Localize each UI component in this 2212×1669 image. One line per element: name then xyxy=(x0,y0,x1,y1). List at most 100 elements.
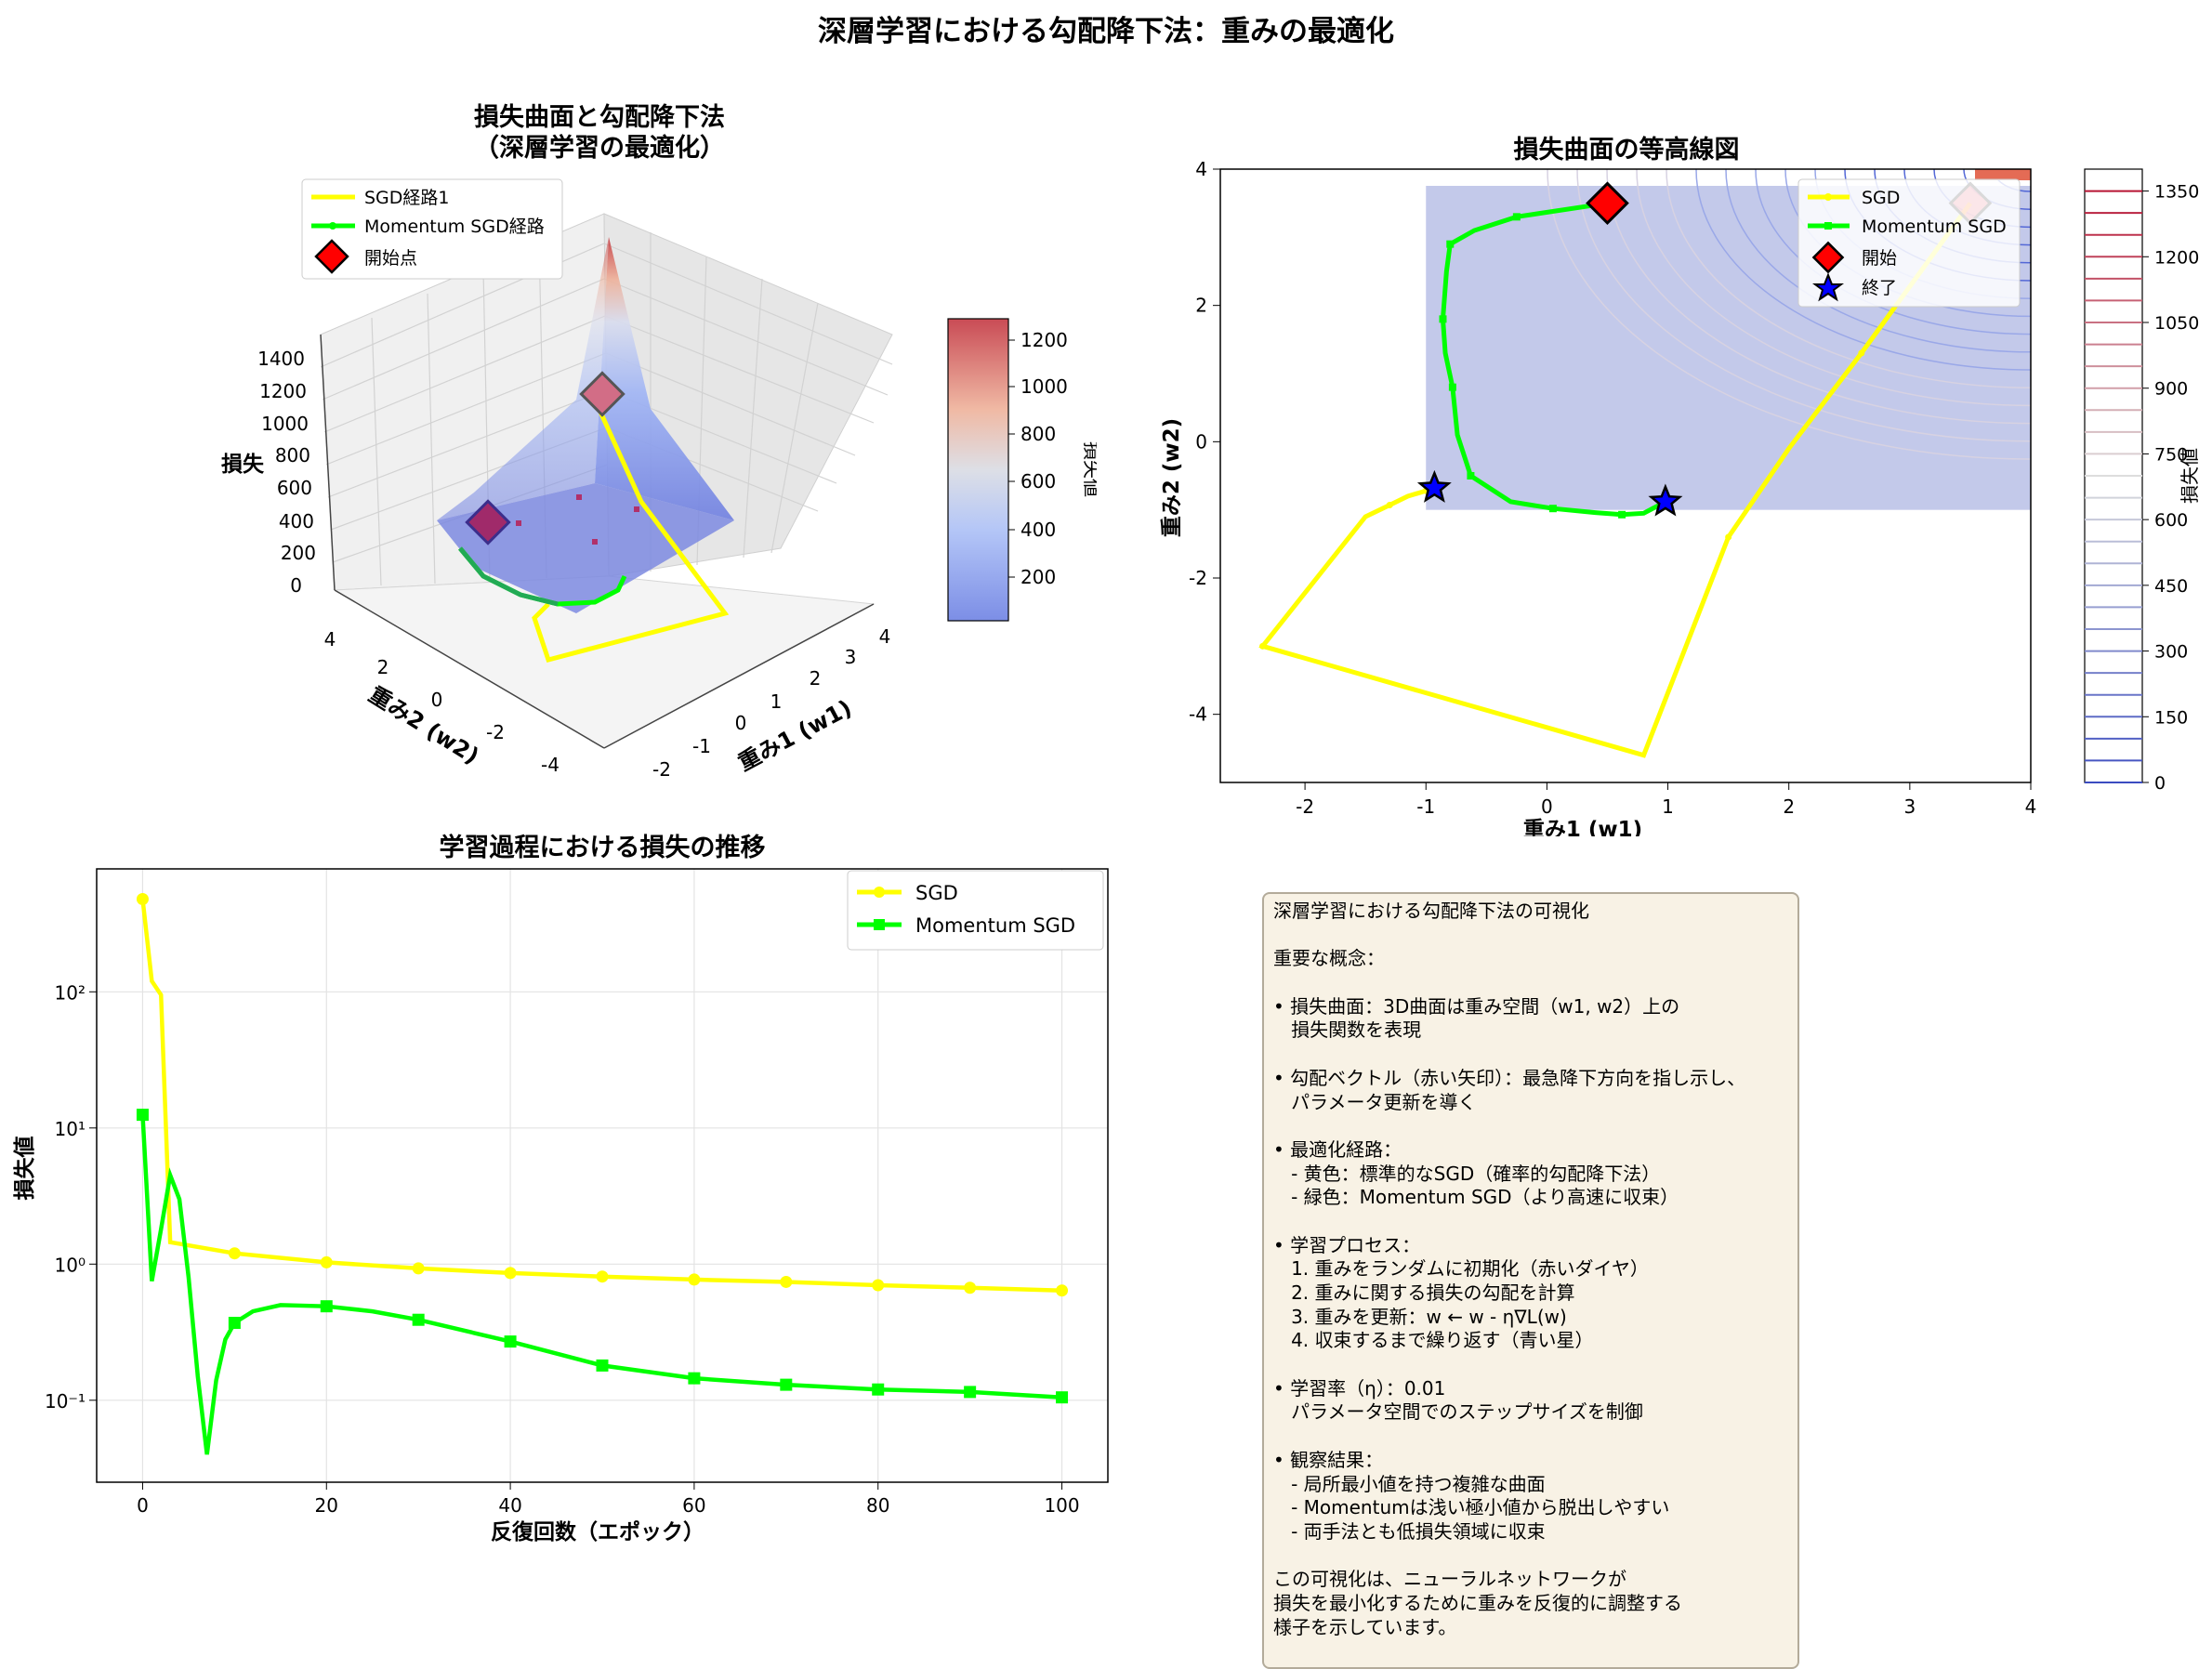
contour-momentum-point xyxy=(1446,240,1455,248)
notes-line: この可視化は、ニューラルネットワークが xyxy=(1273,1568,1626,1591)
legend-item: 開始 xyxy=(1862,248,1897,269)
cbar-tick: 400 xyxy=(1020,519,1056,541)
y-tick: 4 xyxy=(324,628,336,651)
z-axis-line xyxy=(320,334,336,591)
loss-y-tick-label: 10⁻¹ xyxy=(45,1390,86,1413)
surface-sgd-path xyxy=(532,398,730,664)
z-tick: 1200 xyxy=(259,380,307,402)
contour-line xyxy=(1576,168,2032,442)
contour-x-tick-label: 1 xyxy=(1662,795,1674,818)
z-ticks: 1400 1200 1000 800 600 400 200 0 xyxy=(257,348,316,597)
legend-end-swatch xyxy=(1812,272,1844,302)
loss-momentum-point xyxy=(872,1383,885,1396)
notes-line: - Momentumは浅い極小値から脱出しやすい xyxy=(1273,1496,1670,1519)
contour-momentum-point xyxy=(1439,315,1447,323)
loss-sgd-point xyxy=(780,1275,793,1288)
z-tick: 1000 xyxy=(261,413,309,435)
contour-start-marker xyxy=(1586,181,1629,226)
contour-colorbar-tick-label: 0 xyxy=(2154,773,2166,794)
loss-plot-frame xyxy=(96,868,1109,1483)
notes-line: • 学習プロセス： xyxy=(1273,1233,1421,1256)
loss-title: 学習過程における損失の推移 xyxy=(440,833,766,862)
explanation-notes-box: 深層学習における勾配降下法の可視化 重要な概念： • 損失曲面：3D曲面は重み空間（… xyxy=(1262,892,1799,1669)
notes-line: • 勾配ベクトル（赤い矢印）：最急降下方向を指し示し、 xyxy=(1273,1066,1746,1089)
contour-momentum-point xyxy=(1618,510,1626,519)
loss-y-tick-label: 10² xyxy=(55,981,86,1004)
loss-momentum-point xyxy=(320,1300,333,1313)
contour-x-tick-label: -2 xyxy=(1296,795,1314,818)
x-tick: 1 xyxy=(770,690,783,713)
notes-line xyxy=(1273,971,1788,995)
loss-surface-base xyxy=(437,483,734,613)
loss-surface-left xyxy=(437,237,609,520)
contour-x-tick-label: 3 xyxy=(1903,795,1916,818)
loss-sgd-point xyxy=(872,1279,885,1292)
legend-item: Momentum SGD経路 xyxy=(364,217,545,237)
legend-item: Momentum SGD xyxy=(915,914,1075,937)
z-tick: 0 xyxy=(290,574,302,597)
contour-y-tick-label: -4 xyxy=(1189,703,1207,726)
x-axis-line xyxy=(603,603,875,749)
cbar-tick: 200 xyxy=(1020,566,1056,588)
contour-x-label: 重み1 (w1) xyxy=(1523,818,1642,836)
loss-momentum-point xyxy=(688,1372,701,1385)
loss-sgd-point xyxy=(504,1267,517,1280)
surface-momentum-path-dark xyxy=(458,546,559,607)
loss-y-tick-label: 10¹ xyxy=(55,1118,86,1140)
loss-x-label: 反復回数（エポック） xyxy=(491,1519,704,1544)
legend-item: Momentum SGD xyxy=(1862,217,2007,237)
contour-momentum-point xyxy=(1467,472,1475,480)
notes-line: - 緑色：Momentum SGD（より高速に収束） xyxy=(1273,1186,1679,1209)
contour-x-tick-label: -1 xyxy=(1416,795,1435,818)
gradient-arrows xyxy=(516,494,639,545)
loss-legend xyxy=(847,870,1104,951)
legend-item: SGD xyxy=(915,882,958,904)
notes-line: • 最適化経路： xyxy=(1273,1137,1402,1161)
notes-line xyxy=(1273,1210,1788,1234)
notes-line xyxy=(1273,1114,1788,1138)
x-tick: 2 xyxy=(810,667,822,690)
loss-momentum-point xyxy=(964,1386,977,1399)
cbar-tick: 1200 xyxy=(1020,329,1068,351)
contour-momentum-path xyxy=(1440,201,1667,518)
contour-end-marker xyxy=(1416,469,1452,503)
x-tick: 3 xyxy=(845,646,857,668)
contour-peak-region xyxy=(1975,169,2031,180)
surface-title-line1: 損失曲面と勾配降下法 xyxy=(474,103,725,132)
y-tick: 2 xyxy=(377,656,389,678)
x-tick: 0 xyxy=(735,712,747,734)
loss-momentum-point xyxy=(136,1109,149,1122)
contour-y-tick-label: -2 xyxy=(1189,567,1207,589)
notes-line: • 観察結果： xyxy=(1273,1448,1384,1471)
loss-x-tick-label: 0 xyxy=(137,1494,149,1517)
contour-momentum-point xyxy=(1448,383,1456,391)
loss-curve-chart: 学習過程における損失の推移 0 20 40 60 80 100 10⁻¹ 10⁰ 10¹ 10²… xyxy=(13,833,1109,1544)
contour-y-label: 重み2 (w2) xyxy=(1160,418,1184,537)
contour-sgd-point xyxy=(1858,349,1865,357)
legend-item: SGD経路1 xyxy=(364,188,450,208)
surface-colorbar-ticks: 1200 1000 800 600 400 200 xyxy=(1008,329,1068,588)
loss-x-tick-label: 20 xyxy=(315,1494,338,1517)
z-axis-label: 損失 xyxy=(221,453,265,477)
legend-item: 開始点 xyxy=(364,248,417,269)
loss-sgd-point xyxy=(412,1262,425,1275)
surface-3d-chart: 損失曲面と勾配降下法 （深層学習の最適化） 1400 1200 1000 800… xyxy=(221,103,1097,781)
contour-end-marker xyxy=(1648,483,1683,517)
notes-line: 様子を示しています。 xyxy=(1273,1615,1457,1638)
contour-line xyxy=(1666,168,2032,388)
surface-start-marker-2 xyxy=(465,499,511,545)
x-tick: 4 xyxy=(879,625,891,648)
loss-x-tick-label: 40 xyxy=(498,1494,521,1517)
cbar-tick: 1000 xyxy=(1020,375,1068,398)
notes-line: 重要な概念： xyxy=(1273,947,1385,970)
loss-sgd-point xyxy=(136,893,149,906)
cbar-tick: 600 xyxy=(1020,470,1056,493)
contour-line xyxy=(1636,168,2032,407)
loss-momentum-point xyxy=(504,1335,517,1348)
contour-sgd-point xyxy=(1386,502,1393,509)
x-tick: -2 xyxy=(652,758,671,781)
contour-momentum-point xyxy=(1548,505,1557,513)
y-axis-line xyxy=(334,589,605,749)
legend-item: SGD xyxy=(1862,188,1900,208)
z-tick: 400 xyxy=(279,510,314,532)
